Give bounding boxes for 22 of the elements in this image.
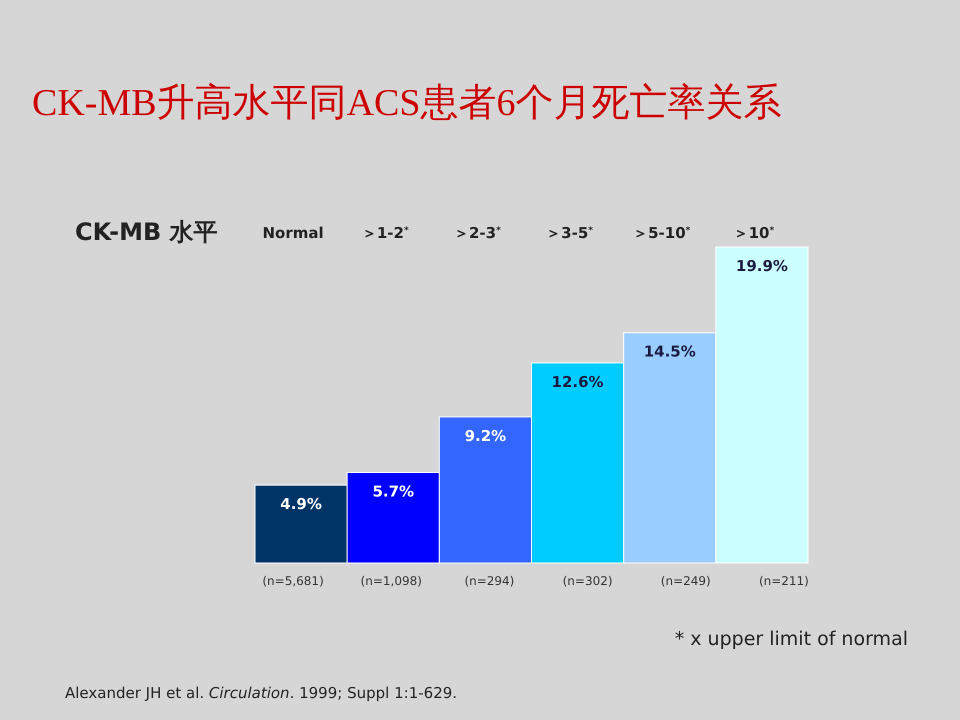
x-tick-label: ＞10$^{*}$ [734, 224, 774, 242]
text: (n=249) [660, 574, 711, 588]
chart-title: CK-MB升高水平同ACS患者6个月死亡率关系 [32, 82, 782, 124]
text: (n=1,098) [360, 574, 422, 588]
data-label: 12.6% [552, 372, 604, 391]
data-label: 14.5% [644, 342, 696, 361]
x-tick-label: Normal [262, 224, 324, 242]
x-tick-label: ＞3-5$^{*}$ [546, 224, 594, 242]
data-label: 19.9% [736, 257, 788, 275]
text: (n=211) [758, 574, 809, 588]
x-tick-label: ＞5-10$^{*}$ [633, 224, 691, 242]
text: (n=5,681) [262, 574, 324, 588]
data-label: 5.7% [372, 482, 414, 500]
text: (n=302) [562, 574, 613, 588]
data-label: 4.9% [280, 495, 322, 514]
x-tick-label: ＞2-3$^{*}$ [454, 224, 502, 242]
data-label: 9.2% [464, 426, 506, 445]
text: * x upper limit of normal [674, 628, 908, 650]
text: (n=294) [464, 574, 514, 588]
text: Alexander JH et al. Circulation. 1999; Suppl 1:1-629. [65, 684, 458, 702]
x-axis-title: CK-MB 水平 [75, 218, 218, 246]
x-tick-label: ＞1-2$^{*}$ [362, 224, 409, 242]
